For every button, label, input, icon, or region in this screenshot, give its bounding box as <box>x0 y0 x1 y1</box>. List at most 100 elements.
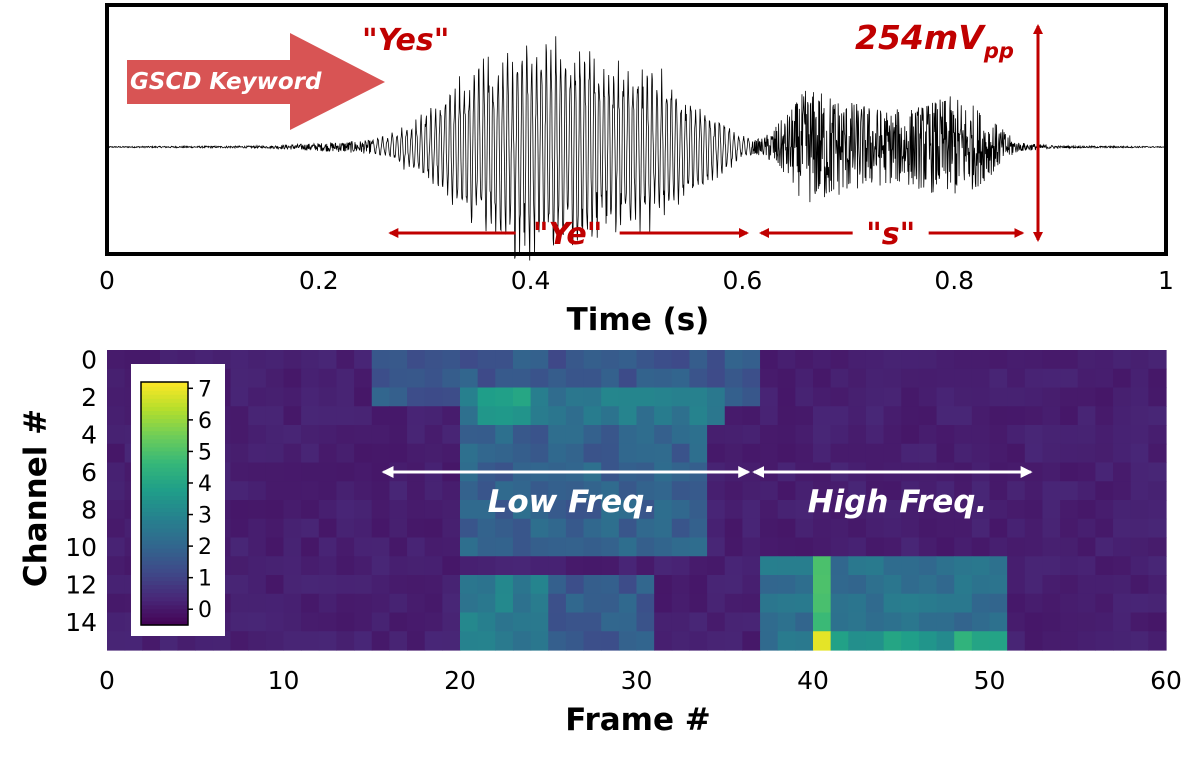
heatmap-cell <box>530 443 549 464</box>
heatmap-cell <box>301 518 320 539</box>
heatmap-cell <box>707 425 726 445</box>
heatmap-cell <box>936 575 955 595</box>
heatmap-cell <box>371 368 390 389</box>
heatmap-cell <box>212 631 232 651</box>
heatmap-cell <box>777 443 796 464</box>
heatmap-cell <box>636 500 655 520</box>
heatmap-cell <box>248 556 267 576</box>
heatmap-cell <box>865 593 885 614</box>
heatmap-cell <box>689 556 708 576</box>
heatmap-cell <box>742 537 761 557</box>
heatmap-cell <box>530 387 549 407</box>
heatmap-cell <box>371 387 390 407</box>
heatmap-cell <box>848 500 867 520</box>
heatmap-cell <box>301 631 320 651</box>
colorbar-band <box>141 608 188 614</box>
heatmap-cell <box>530 537 549 557</box>
heatmap-cell <box>1148 612 1167 632</box>
heatmap-cells <box>107 350 1167 651</box>
heatmap-cell <box>389 556 408 576</box>
heatmap-cell <box>671 612 691 632</box>
heatmap-cell <box>336 593 355 614</box>
heatmap-cell <box>336 556 355 576</box>
heatmap-cell <box>1113 462 1132 482</box>
heatmap-cell <box>442 593 461 614</box>
heatmap-cell <box>1077 406 1096 426</box>
heatmap-cell <box>989 481 1008 501</box>
heatmap-cell <box>989 575 1008 595</box>
heatmap-cell <box>530 406 549 426</box>
heatmap-cell <box>936 481 955 501</box>
heatmap-cell <box>654 537 673 557</box>
heatmap-cell <box>107 518 126 539</box>
gscd-keyword-arrow: GSCD Keyword <box>127 33 385 130</box>
heatmap-cell <box>848 537 867 557</box>
colorbar-band <box>141 386 188 391</box>
heatmap-cell <box>565 537 585 557</box>
heatmap-cell <box>618 406 638 426</box>
heatmap-cell <box>848 593 867 614</box>
heatmap-cell <box>460 368 479 389</box>
heatmap-cell <box>354 500 373 520</box>
heatmap-cell <box>671 443 691 464</box>
frame-tick-label: 40 <box>797 666 829 695</box>
heatmap-cell <box>760 481 779 501</box>
heatmap-cell <box>318 462 338 482</box>
heatmap-cell <box>795 518 814 539</box>
heatmap-cell <box>1042 368 1061 389</box>
heatmap-cell <box>230 556 249 576</box>
heatmap-cell <box>901 425 920 445</box>
keyword-arrow-shape <box>127 33 385 130</box>
heatmap-cell <box>795 556 814 576</box>
colorbar-band <box>141 535 188 541</box>
heatmap-cell <box>424 612 443 632</box>
heatmap-cell <box>1148 443 1167 464</box>
heatmap-cell <box>548 518 567 539</box>
heatmap-cell <box>777 481 796 501</box>
heatmap-cell <box>689 443 708 464</box>
heatmap-cell <box>548 406 567 426</box>
frame-tick-label: 50 <box>974 666 1006 695</box>
heatmap-cell <box>901 387 920 407</box>
heatmap-cell <box>971 443 991 464</box>
heatmap-cell <box>707 631 726 651</box>
heatmap-cell <box>883 575 902 595</box>
heatmap-cell <box>460 518 479 539</box>
time-tick-label: 0 <box>99 266 115 295</box>
colorbar-band <box>141 572 188 577</box>
colorbar-band <box>141 402 188 407</box>
heatmap-cell <box>1130 612 1149 632</box>
heatmap-cell <box>1060 406 1079 426</box>
heatmap-cell <box>618 350 638 370</box>
heatmap-cell <box>707 575 726 595</box>
heatmap-cell <box>1024 593 1044 614</box>
heatmap-cell <box>918 443 938 464</box>
heatmap-cell <box>601 500 620 520</box>
heatmap-cell <box>918 425 938 445</box>
heatmap-cell <box>336 350 355 370</box>
heatmap-cell <box>530 368 549 389</box>
heatmap-cell <box>583 425 602 445</box>
heatmap-cell <box>689 612 708 632</box>
heatmap-cell <box>248 631 267 651</box>
heatmap-cell <box>1095 406 1114 426</box>
heatmap-cell <box>1042 556 1061 576</box>
heatmap-cell <box>936 406 955 426</box>
heatmap-cell <box>230 500 249 520</box>
heatmap-cell <box>512 481 532 501</box>
heatmap-cell <box>336 631 355 651</box>
heatmap-cell <box>865 406 885 426</box>
heatmap-cell <box>248 425 267 445</box>
heatmap-cell <box>230 350 249 370</box>
heatmap-cell <box>901 406 920 426</box>
colorbar-band <box>141 523 188 529</box>
heatmap-cell <box>565 575 585 595</box>
heatmap-cell <box>1024 500 1044 520</box>
heatmap-cell <box>795 368 814 389</box>
channel-tick-label: 0 <box>81 345 97 374</box>
frame-axis-label: Frame # <box>565 702 711 738</box>
heatmap-cell <box>477 425 496 445</box>
heatmap-cell <box>865 518 885 539</box>
heatmap-cell <box>654 443 673 464</box>
heatmap-cell <box>1060 350 1079 370</box>
